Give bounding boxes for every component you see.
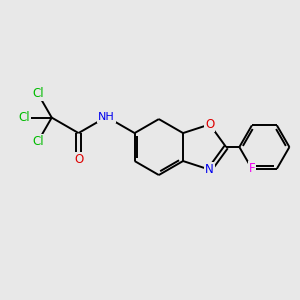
Text: F: F	[249, 162, 255, 175]
Text: O: O	[74, 153, 83, 166]
Text: O: O	[205, 118, 214, 131]
Text: Cl: Cl	[32, 135, 44, 148]
Text: Cl: Cl	[18, 111, 30, 124]
Text: Cl: Cl	[32, 87, 44, 100]
Text: NH: NH	[98, 112, 115, 122]
Text: N: N	[205, 163, 214, 176]
